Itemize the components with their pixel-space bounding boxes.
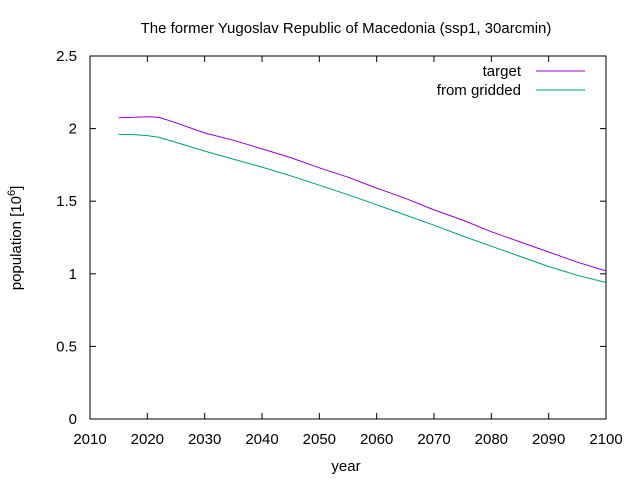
x-axis-label: year (331, 458, 360, 475)
plot-border (89, 55, 607, 420)
x-tick-label: 2070 (417, 431, 450, 448)
y-axis: 0 0.5 1 1.5 2 2.5 (56, 48, 606, 428)
x-tick-label: 2020 (131, 431, 164, 448)
plot-frame (89, 55, 607, 420)
y-tick-label: 0.5 (56, 338, 77, 355)
chart-title: The former Yugoslav Republic of Macedoni… (141, 20, 552, 37)
x-tick-label: 2080 (475, 431, 508, 448)
y-tick-label: 1 (69, 266, 77, 283)
series-line-target (118, 116, 607, 272)
legend-label-from-gridded: from gridded (437, 82, 521, 99)
x-tick-label: 2090 (532, 431, 565, 448)
legend-label-target: target (483, 63, 522, 80)
x-tick-label: 2100 (589, 431, 622, 448)
series-layer (118, 116, 607, 283)
y-tick-label: 1.5 (56, 193, 77, 210)
x-axis: 2010 2020 2030 2040 2050 2060 2070 2080 2090 2100 (73, 56, 623, 448)
y-axis-label-main: population [10 (8, 196, 25, 290)
x-tick-label: 2010 (73, 431, 106, 448)
x-tick-label: 2040 (245, 431, 278, 448)
y-axis-label: population [106] (6, 186, 25, 291)
x-tick-label: 2050 (303, 431, 336, 448)
y-axis-label-close: ] (8, 186, 25, 190)
y-tick-label: 0 (69, 411, 77, 428)
x-tick-label: 2060 (360, 431, 393, 448)
y-axis-label-exponent: 6 (6, 190, 18, 196)
y-tick-label: 2.5 (56, 48, 77, 65)
legend: target from gridded (437, 63, 585, 99)
y-tick-label: 2 (69, 121, 77, 138)
x-tick-label: 2030 (188, 431, 221, 448)
series-line-from-gridded (118, 133, 607, 283)
